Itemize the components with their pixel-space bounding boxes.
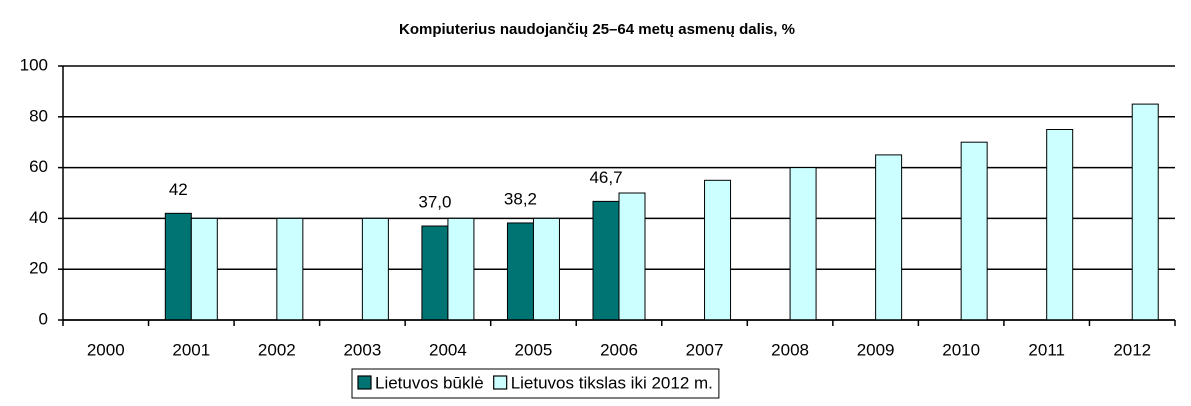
chart-title: Kompiuterius naudojančių 25–64 metų asme… (399, 21, 795, 38)
bar (618, 192, 646, 321)
bar (361, 217, 389, 321)
y-tick-label: 100 (20, 55, 48, 74)
x-tick-label: 2001 (172, 340, 210, 359)
data-label: 38,2 (504, 189, 537, 208)
x-tick-label: 2006 (600, 340, 638, 359)
x-tick-label: 2010 (942, 340, 980, 359)
bar (532, 217, 560, 321)
data-label: 37,0 (418, 193, 451, 212)
x-tick-label: 2008 (771, 340, 809, 359)
bar (704, 179, 732, 321)
legend: Lietuvos būklė Lietuvos tikslas iki 2012 … (351, 368, 720, 399)
x-tick-label: 2002 (258, 340, 296, 359)
bar (164, 212, 192, 321)
bar (276, 217, 304, 321)
x-tick-label: 2000 (87, 340, 125, 359)
x-tick-label: 2011 (1028, 340, 1065, 359)
x-tick-label: 2005 (515, 340, 553, 359)
legend-label: Lietuvos būklė (375, 373, 484, 392)
bar (789, 167, 817, 321)
legend-label: Lietuvos tikslas iki 2012 m. (511, 373, 713, 392)
bar (506, 222, 534, 321)
legend-box (351, 368, 720, 399)
bar (190, 217, 218, 321)
y-tick-label: 0 (39, 309, 48, 328)
bar (447, 217, 475, 321)
x-tick-label: 2009 (857, 340, 895, 359)
x-tick-label: 2012 (1113, 340, 1151, 359)
bar (960, 141, 988, 321)
y-tick-label: 40 (29, 208, 48, 227)
bar (1131, 103, 1159, 321)
data-label: 42 (169, 180, 188, 199)
y-tick-label: 60 (29, 157, 48, 176)
bar (421, 225, 449, 321)
bar (875, 154, 903, 321)
x-tick-label: 2003 (343, 340, 381, 359)
x-tick-label: 2007 (686, 340, 724, 359)
y-tick-label: 20 (29, 259, 48, 278)
y-tick-label: 80 (29, 106, 48, 125)
bar (592, 200, 620, 321)
bar (1046, 129, 1074, 321)
legend-swatch (493, 375, 508, 390)
legend-swatch (357, 375, 372, 390)
data-label: 46,7 (589, 168, 622, 187)
x-tick-label: 2004 (429, 340, 467, 359)
